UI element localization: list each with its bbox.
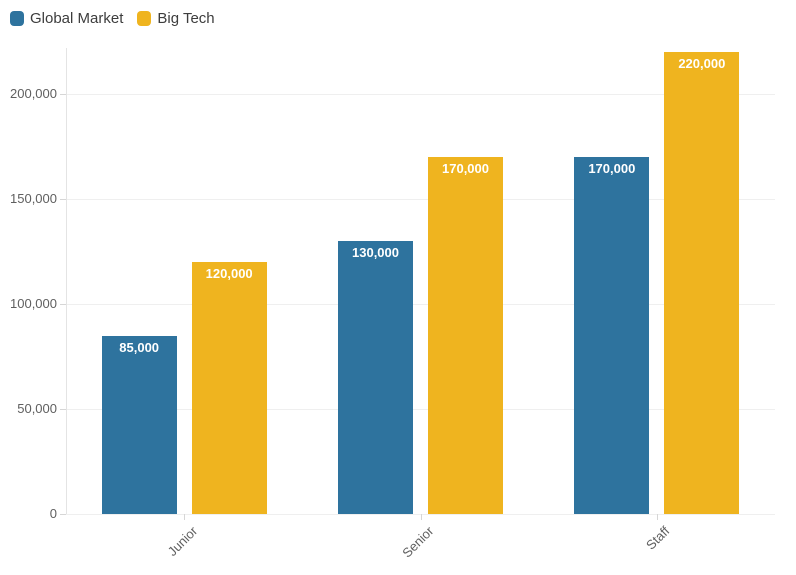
bar-big-tech-senior[interactable]: 170,000 [428,157,503,514]
chart-legend: Global Market Big Tech [10,11,215,26]
y-axis-line [66,48,67,514]
x-axis-tick [420,514,422,520]
bar-value-label: 220,000 [678,56,726,71]
x-axis-category-label: Senior [399,523,437,561]
bar-value-label: 120,000 [205,266,253,281]
bar-value-label: 85,000 [119,339,160,355]
y-axis-tick-label: 0 [49,506,57,521]
y-gridline [66,94,775,95]
x-axis-category-label: Junior [164,523,201,559]
bar-value-label: 130,000 [352,245,399,260]
x-axis-category-label: Staff [643,523,673,553]
bar-big-tech-junior[interactable]: 120,000 [191,262,267,514]
legend-item-global-market[interactable]: Global Market [10,11,123,26]
legend-swatch-icon [137,11,152,26]
y-gridline [66,409,775,410]
legend-item-label: Big Tech [157,10,215,27]
y-axis-tick [60,94,66,95]
bar-global-market-junior[interactable]: 85,000 [101,335,177,514]
legend-swatch-icon [10,11,24,26]
x-axis-tick [184,514,186,520]
bar-value-label: 170,000 [442,161,489,176]
y-axis-tick [60,409,66,410]
legend-item-big-tech[interactable]: Big Tech [137,10,215,27]
bar-global-market-staff[interactable]: 170,000 [574,157,650,514]
legend-item-label: Global Market [30,10,124,27]
y-axis-tick [60,514,66,515]
y-axis-tick-label: 100,000 [10,296,57,311]
bar-big-tech-staff[interactable]: 220,000 [664,52,740,514]
y-axis-tick-label: 50,000 [17,401,57,416]
x-axis-tick [656,514,658,520]
y-gridline [66,304,775,305]
y-axis-tick-label: 200,000 [10,86,57,101]
y-axis-tick [60,304,66,305]
y-gridline [66,199,775,200]
bar-value-label: 170,000 [588,161,636,176]
y-axis-tick-label: 150,000 [10,191,57,206]
y-axis-tick [60,199,66,200]
bar-global-market-senior[interactable]: 130,000 [338,241,413,514]
